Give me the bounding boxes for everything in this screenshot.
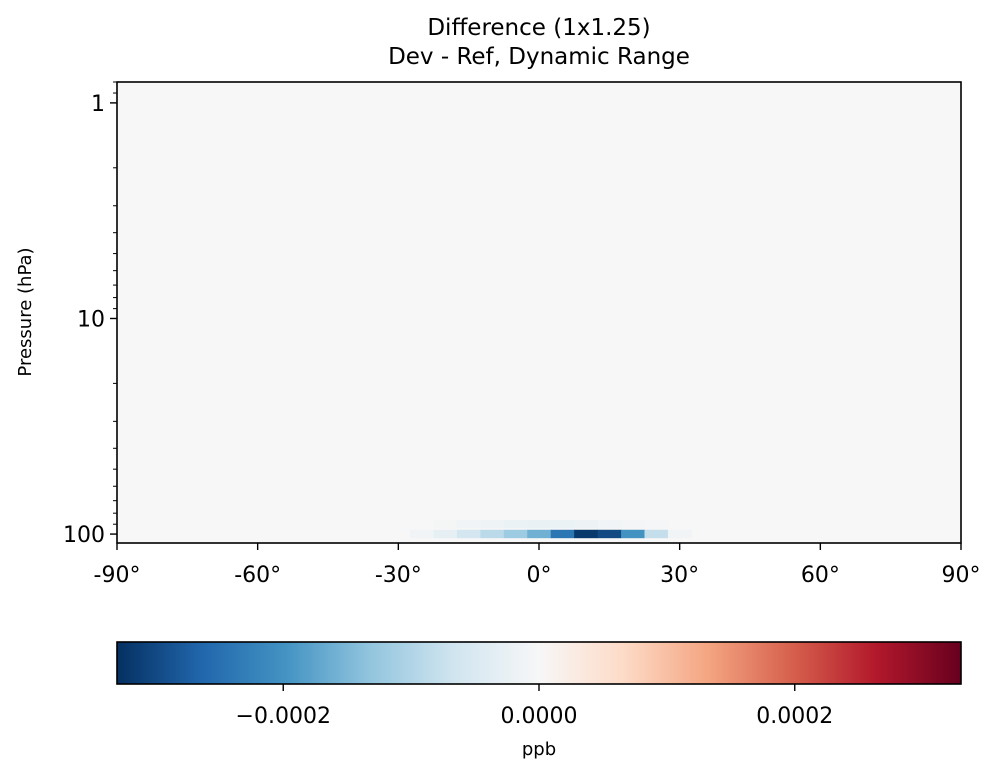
plot-background: [117, 82, 961, 543]
y-axis-label: Pressure (hPa): [15, 247, 36, 376]
heatmap-cell: [597, 519, 622, 529]
heatmap-cell: [621, 529, 645, 539]
chart-title: Difference (1x1.25): [427, 15, 650, 41]
y-axis: 1 10 100: [63, 81, 117, 548]
colorbar-tick-label: 0.0002: [756, 704, 833, 729]
heatmap-cell: [433, 529, 458, 539]
heatmap-cell: [527, 529, 552, 539]
heatmap-cell: [550, 529, 575, 539]
y-tick-label: 100: [63, 523, 105, 548]
heatmap-cell: [456, 519, 481, 529]
heatmap-cell: [621, 519, 645, 529]
colorbar-tick-label: 0.0000: [501, 704, 578, 729]
heatmap-cell: [456, 529, 481, 539]
colorbar: −0.0002 0.0000 0.0002 ppb: [116, 641, 962, 760]
y-tick-label: 1: [91, 92, 105, 117]
heatmap-cell: [527, 519, 552, 529]
chart-subtitle: Dev - Ref, Dynamic Range: [388, 44, 690, 70]
colorbar-tick-label: −0.0002: [236, 704, 331, 729]
heatmap-cell: [480, 519, 505, 529]
plot-area: [116, 81, 962, 544]
x-tick-label: 60°: [801, 563, 840, 588]
colorbar-fill: [117, 642, 961, 684]
heatmap-cell: [386, 529, 411, 539]
heatmap-cells: [386, 519, 692, 539]
x-tick-label: 90°: [942, 563, 981, 588]
heatmap-cell: [503, 529, 528, 539]
heatmap-cell: [480, 529, 505, 539]
heatmap-cell: [550, 519, 575, 529]
heatmap-cell: [644, 529, 669, 539]
colorbar-label: ppb: [522, 739, 556, 760]
x-tick-label: -30°: [375, 563, 422, 588]
heatmap-cell: [574, 519, 599, 529]
heatmap-cell: [667, 529, 692, 539]
x-axis: -90° -60° -30° 0° 30° 60° 90°: [94, 543, 981, 588]
y-tick-label: 10: [77, 307, 105, 332]
heatmap-cell: [574, 529, 599, 539]
colorbar-ticks: −0.0002 0.0000 0.0002: [236, 684, 833, 729]
x-tick-label: -90°: [94, 563, 141, 588]
heatmap-cell: [503, 519, 528, 529]
heatmap-cell: [433, 519, 458, 529]
x-tick-label: 30°: [660, 563, 699, 588]
heatmap-cell: [410, 529, 434, 539]
x-tick-label: 0°: [527, 563, 552, 588]
x-tick-label: -60°: [234, 563, 281, 588]
heatmap-cell: [644, 519, 669, 529]
heatmap-cell: [597, 529, 622, 539]
